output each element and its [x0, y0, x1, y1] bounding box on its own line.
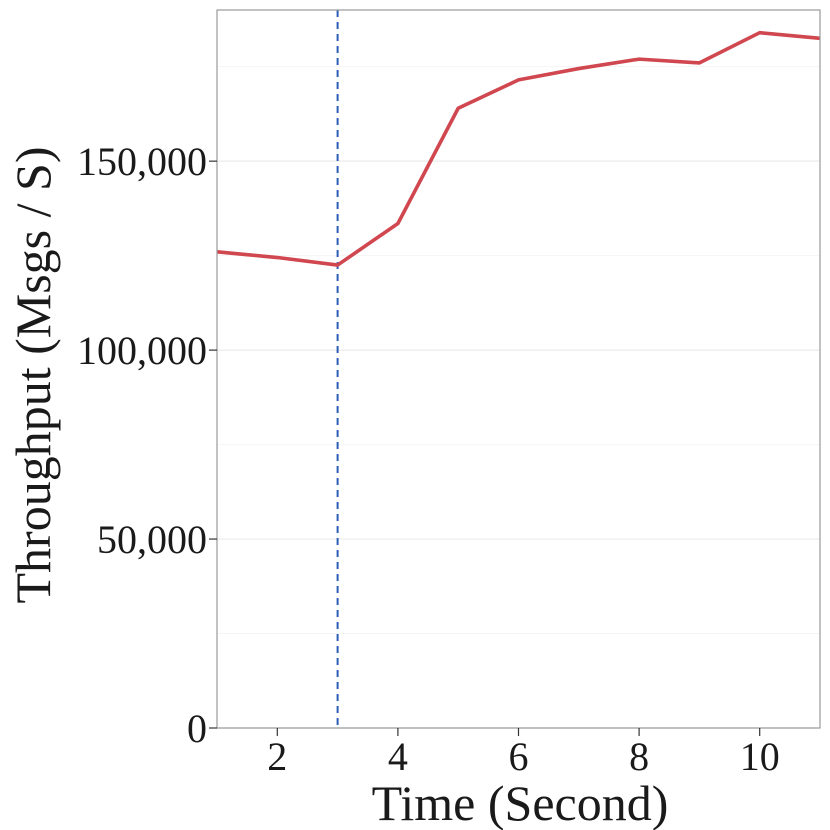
x-tick-label: 4	[388, 734, 408, 779]
series-line	[216, 30, 821, 267]
x-axis-title: Time (Second)	[372, 775, 669, 830]
y-tick-label: 50,000	[97, 517, 207, 562]
x-tick-label: 10	[740, 734, 780, 779]
y-tick-label: 0	[187, 706, 207, 751]
grid-lines	[217, 66, 820, 729]
y-tick-label: 150,000	[77, 139, 207, 184]
x-tick-label: 8	[629, 734, 649, 779]
axes: 0 50,000 100,000 150,000 2 4 6 8 10	[77, 139, 780, 779]
y-tick-label: 100,000	[77, 328, 207, 373]
x-tick-label: 2	[267, 734, 287, 779]
series-layer	[216, 30, 821, 267]
x-tick-label: 6	[509, 734, 529, 779]
y-axis-title: Throughput (Msgs / S)	[5, 147, 61, 604]
